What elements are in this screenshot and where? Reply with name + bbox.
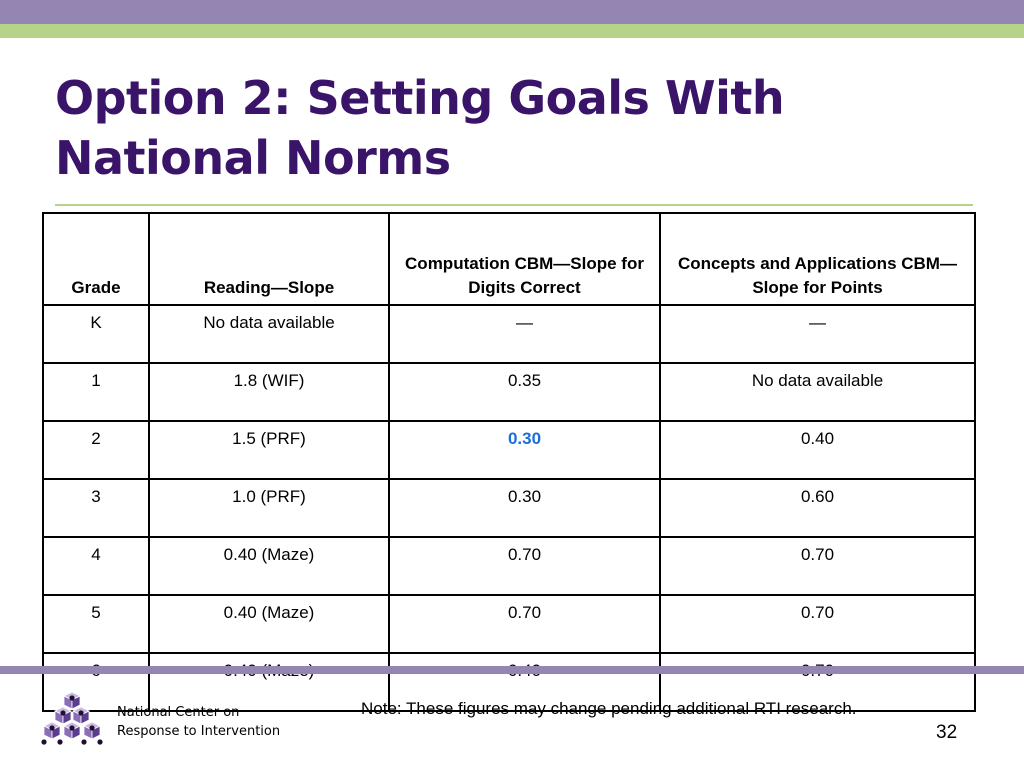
stacked-cubes-logo-icon: [41, 691, 103, 745]
cell-grade: K: [42, 304, 150, 364]
title-divider: [55, 204, 973, 206]
header-grade: Grade: [42, 212, 150, 306]
org-name-line-2: Response to Intervention: [117, 724, 281, 739]
cell-computation-highlighted: 0.30: [388, 420, 661, 480]
cell-computation: 0.40: [388, 652, 661, 712]
bottom-purple-band: [0, 666, 1024, 674]
cell-grade: 1: [42, 362, 150, 422]
table-row: 3 1.0 (PRF) 0.30 0.60: [42, 478, 976, 538]
header-concepts-applications-cbm: Concepts and Applications CBM—Slope for …: [659, 212, 976, 306]
table-row: K No data available — —: [42, 304, 976, 364]
cell-concepts: 0.70: [659, 652, 976, 712]
cell-computation: 0.70: [388, 536, 661, 596]
cell-reading: 0.40 (Maze): [148, 652, 390, 712]
cell-reading: 1.8 (WIF): [148, 362, 390, 422]
cell-computation: 0.70: [388, 594, 661, 654]
cell-concepts: No data available: [659, 362, 976, 422]
header-reading-slope: Reading—Slope: [148, 212, 390, 306]
cell-computation: 0.35: [388, 362, 661, 422]
cell-reading: 0.40 (Maze): [148, 594, 390, 654]
page-number: 32: [936, 722, 958, 743]
cell-concepts: 0.70: [659, 536, 976, 596]
cell-concepts: —: [659, 304, 976, 364]
table-row: 5 0.40 (Maze) 0.70 0.70: [42, 594, 976, 654]
cell-reading: No data available: [148, 304, 390, 364]
top-green-band: [0, 24, 1024, 38]
organization-name: National Center on Response to Intervent…: [117, 703, 280, 741]
cell-grade: 5: [42, 594, 150, 654]
cell-grade: 3: [42, 478, 150, 538]
header-computation-cbm: Computation CBM—Slope for Digits Correct: [388, 212, 661, 306]
cell-grade: 2: [42, 420, 150, 480]
footnote: Note: These figures may change pending a…: [361, 699, 857, 718]
table-row: 4 0.40 (Maze) 0.70 0.70: [42, 536, 976, 596]
table-header-row: Grade Reading—Slope Computation CBM—Slop…: [42, 212, 976, 306]
cell-concepts: 0.60: [659, 478, 976, 538]
org-name-line-1: National Center on: [117, 705, 240, 720]
national-norms-table: Grade Reading—Slope Computation CBM—Slop…: [42, 212, 976, 712]
cell-grade: 4: [42, 536, 150, 596]
cell-reading: 0.40 (Maze): [148, 536, 390, 596]
table-row: 1 1.8 (WIF) 0.35 No data available: [42, 362, 976, 422]
cell-reading: 1.0 (PRF): [148, 478, 390, 538]
cell-computation: 0.30: [388, 478, 661, 538]
cell-concepts: 0.40: [659, 420, 976, 480]
table-row: 6 0.40 (Maze) 0.40 0.70: [42, 652, 976, 712]
cell-reading: 1.5 (PRF): [148, 420, 390, 480]
cell-computation: —: [388, 304, 661, 364]
slide-title: Option 2: Setting Goals With National No…: [55, 71, 785, 185]
table-row: 2 1.5 (PRF) 0.30 0.40: [42, 420, 976, 480]
top-purple-band: [0, 0, 1024, 24]
cell-concepts: 0.70: [659, 594, 976, 654]
